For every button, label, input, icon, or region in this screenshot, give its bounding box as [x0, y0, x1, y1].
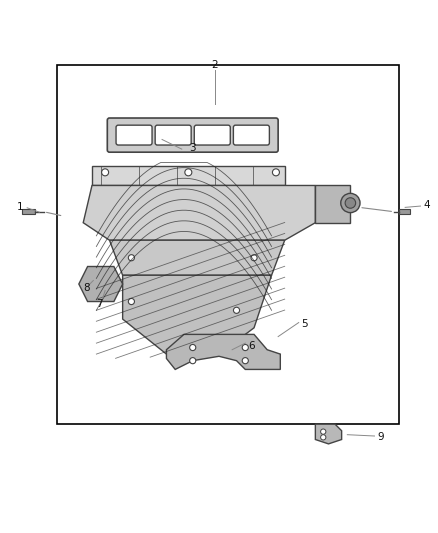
Circle shape: [128, 298, 134, 304]
Circle shape: [190, 358, 196, 364]
FancyBboxPatch shape: [194, 125, 230, 145]
Text: 6: 6: [248, 341, 255, 351]
Circle shape: [321, 429, 326, 434]
Circle shape: [102, 169, 109, 176]
Bar: [399, 209, 410, 214]
Polygon shape: [92, 166, 285, 185]
Circle shape: [190, 344, 196, 351]
Bar: [22, 209, 35, 214]
Circle shape: [242, 358, 248, 364]
FancyBboxPatch shape: [155, 125, 191, 145]
Circle shape: [345, 198, 356, 208]
Circle shape: [341, 193, 360, 213]
Polygon shape: [83, 185, 315, 240]
Bar: [57, 65, 399, 424]
Circle shape: [185, 169, 192, 176]
Text: 3: 3: [189, 143, 196, 154]
Text: 9: 9: [378, 432, 385, 442]
FancyBboxPatch shape: [107, 118, 278, 152]
Circle shape: [272, 169, 279, 176]
FancyBboxPatch shape: [116, 125, 152, 145]
Circle shape: [128, 255, 134, 261]
Text: 5: 5: [301, 319, 308, 329]
Circle shape: [233, 307, 240, 313]
Circle shape: [251, 255, 257, 261]
Text: 1: 1: [16, 203, 23, 212]
Circle shape: [321, 435, 326, 440]
Polygon shape: [79, 266, 123, 302]
Polygon shape: [315, 424, 342, 444]
Text: 4: 4: [424, 200, 431, 210]
Text: 7: 7: [96, 298, 103, 309]
Polygon shape: [110, 240, 285, 275]
Text: 8: 8: [83, 282, 90, 293]
Polygon shape: [315, 185, 350, 223]
FancyBboxPatch shape: [233, 125, 269, 145]
Polygon shape: [123, 275, 272, 354]
Text: 2: 2: [211, 60, 218, 70]
Circle shape: [242, 344, 248, 351]
Polygon shape: [166, 334, 280, 369]
